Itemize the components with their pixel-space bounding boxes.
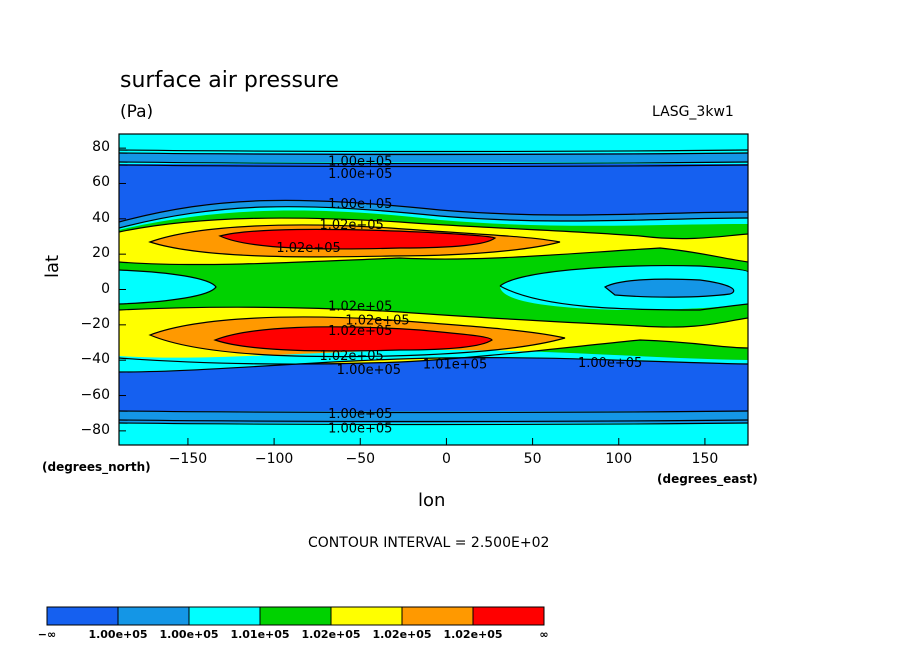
colorbar-label: 1.01e+05 [230,628,290,641]
x-tick-label: −100 [254,451,294,467]
contour-label: 1.02e+05 [319,349,383,364]
y-tick-label: −60 [80,386,110,403]
contour-label: 1.00e+05 [328,407,392,422]
contour-label: 1.00e+05 [328,167,392,182]
contour-label: 1.00e+05 [337,363,401,378]
colorbar-label: ∞ [539,628,549,641]
x-unit-note: (degrees_east) [657,472,758,486]
y-tick-label: −20 [80,315,110,332]
y-axis-label: lat [42,254,63,278]
colorbar [46,606,545,626]
y-tick-label: 0 [101,280,110,297]
contour-interval-label: CONTOUR INTERVAL = 2.500E+02 [308,535,550,551]
contour-label: 1.01e+05 [423,358,487,373]
contour-label: 1.00e+05 [328,155,392,170]
colorbar-swatch [46,606,119,626]
colorbar-label: 1.00e+05 [88,628,148,641]
y-tick-label: 60 [92,174,110,191]
colorbar-swatch [117,606,190,626]
colorbar-label: −∞ [37,628,57,641]
colorbar-label: 1.00e+05 [159,628,219,641]
contour-label: 1.02e+05 [328,324,392,339]
axis-ticks [119,147,706,445]
model-label: LASG_3kw1 [652,104,734,120]
x-tick-label: −150 [168,451,208,467]
contour-label: 1.02e+05 [276,241,340,256]
y-tick-label: −40 [80,351,110,368]
x-tick-label: −50 [345,451,376,467]
contour-lines [119,149,748,426]
y-unit-note: (degrees_north) [42,460,151,474]
colorbar-swatch [188,606,261,626]
contour-label-layer: 1.00e+051.00e+051.00e+051.02e+051.02e+05… [276,155,642,437]
units-label: (Pa) [120,102,154,122]
x-tick-label: 0 [441,451,451,467]
y-tick-label: −80 [80,421,110,438]
x-tick-label: 150 [691,451,719,467]
contour-label: 1.02e+05 [319,218,383,233]
colorbar-swatch [472,606,545,626]
colorbar-swatch [259,606,332,626]
contour-label: 1.00e+05 [578,356,642,371]
colorbar-label: 1.02e+05 [301,628,361,641]
y-tick-label: 40 [92,209,110,226]
x-tick-label: 100 [605,451,633,467]
colorbar-swatch [330,606,403,626]
contour-label: 1.02e+05 [328,299,392,314]
x-axis-label: lon [418,490,446,511]
contour-label: 1.00e+05 [328,421,392,436]
x-tick-label: 50 [523,451,542,467]
chart-title: surface air pressure [120,68,339,93]
y-tick-label: 80 [92,139,110,156]
colorbar-label: 1.02e+05 [372,628,432,641]
colorbar-label: 1.02e+05 [443,628,503,641]
contour-label: 1.00e+05 [328,197,392,212]
contour-label: 1.02e+05 [345,314,409,329]
colorbar-swatch [401,606,474,626]
y-tick-label: 20 [92,245,110,262]
